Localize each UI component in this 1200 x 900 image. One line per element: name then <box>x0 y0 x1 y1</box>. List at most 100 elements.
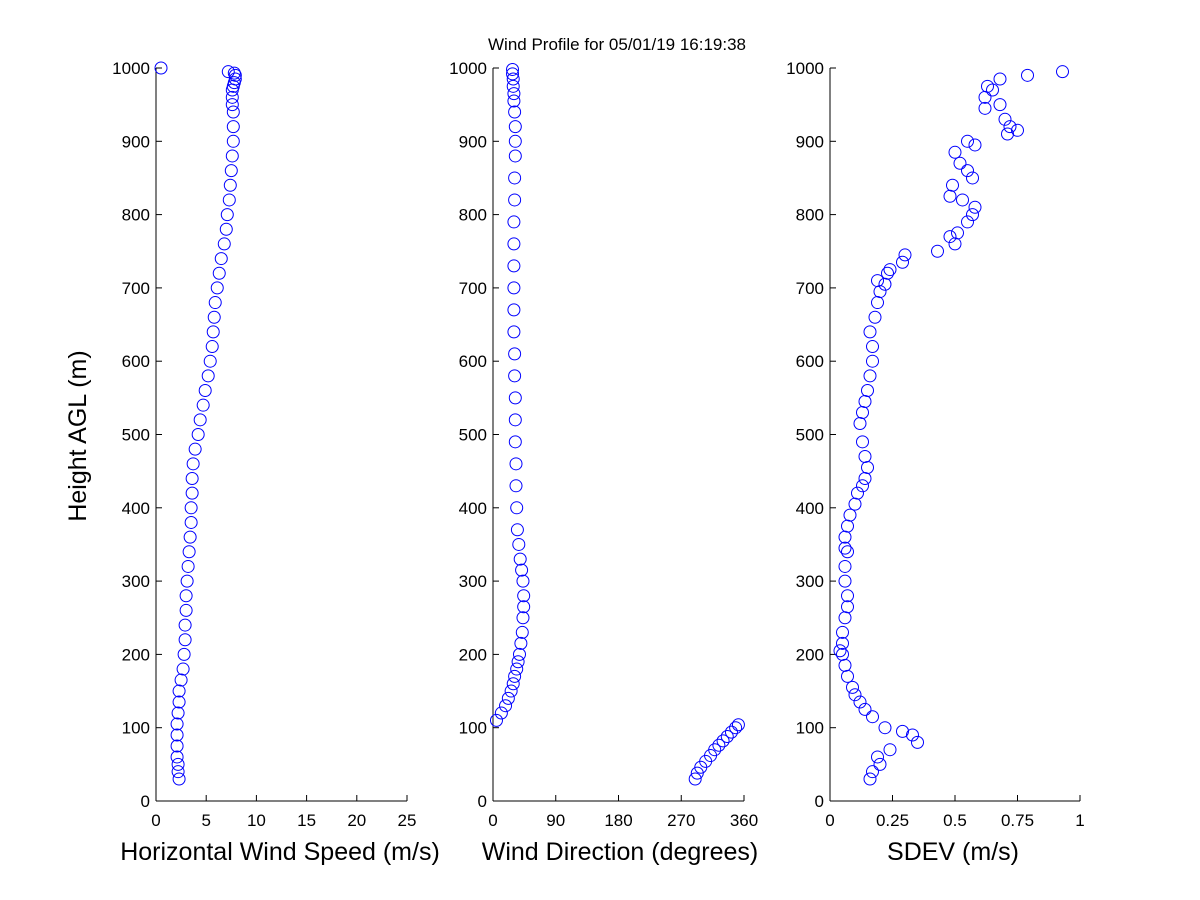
data-point <box>225 149 239 163</box>
y-tick-label: 700 <box>796 279 824 298</box>
data-point <box>946 178 959 192</box>
data-point <box>1021 68 1034 82</box>
data-point <box>170 750 184 764</box>
data-point <box>513 552 527 566</box>
data-point <box>508 413 522 427</box>
data-point <box>170 728 184 742</box>
y-tick-label: 400 <box>122 499 150 518</box>
data-point <box>951 226 964 240</box>
data-point <box>861 460 874 474</box>
data-point <box>1001 127 1014 141</box>
data-point <box>176 662 190 676</box>
data-point <box>223 178 237 192</box>
data-point <box>170 717 184 731</box>
x-tick-label: 0 <box>151 811 160 830</box>
data-point <box>708 743 722 757</box>
data-point <box>170 739 184 753</box>
data-point <box>838 658 852 672</box>
x-tick-label: 0 <box>825 811 834 830</box>
data-point <box>881 266 894 280</box>
data-point <box>896 255 909 269</box>
data-point <box>878 721 892 735</box>
x-tick-label: 20 <box>347 811 366 830</box>
data-point <box>993 98 1007 112</box>
y-tick-label: 900 <box>796 132 824 151</box>
data-point <box>178 633 192 647</box>
data-point <box>180 574 194 588</box>
data-point <box>171 765 185 779</box>
data-point <box>712 738 726 752</box>
data-point <box>221 65 235 79</box>
data-point <box>516 574 530 588</box>
data-point <box>507 325 521 339</box>
data-point <box>961 215 974 229</box>
data-point <box>966 171 979 185</box>
data-point <box>508 435 522 449</box>
data-point <box>906 728 919 742</box>
data-point <box>212 266 226 280</box>
data-point <box>836 647 849 661</box>
data-point <box>978 101 992 115</box>
data-point <box>179 589 193 603</box>
data-point <box>184 515 198 529</box>
data-point <box>220 208 234 222</box>
data-point <box>510 523 524 537</box>
data-point <box>863 325 877 339</box>
data-point <box>507 281 521 295</box>
data-point <box>511 655 525 669</box>
data-point <box>1011 123 1024 137</box>
data-point <box>724 725 738 739</box>
data-point <box>851 486 864 500</box>
data-point <box>185 471 199 485</box>
data-point <box>517 600 531 614</box>
data-point <box>966 208 979 222</box>
data-point <box>861 384 874 398</box>
data-point <box>201 369 215 383</box>
x-axis-label: Horizontal Wind Speed (m/s) <box>120 838 440 866</box>
data-point <box>506 79 520 93</box>
data-point <box>510 662 524 676</box>
data-point <box>508 347 522 361</box>
data-point <box>871 274 884 288</box>
data-point <box>716 734 730 748</box>
data-point <box>846 680 859 694</box>
data-point <box>1056 65 1069 79</box>
data-point <box>494 706 508 720</box>
x-tick-label: 0 <box>488 811 497 830</box>
y-tick-label: 300 <box>459 572 487 591</box>
data-point <box>508 669 522 683</box>
data-point <box>968 200 982 214</box>
y-tick-label: 600 <box>796 352 824 371</box>
data-point <box>866 710 879 724</box>
data-point <box>993 72 1007 86</box>
data-point <box>838 611 852 625</box>
data-point <box>196 398 210 412</box>
data-point <box>205 340 219 354</box>
data-point <box>858 449 872 463</box>
data-point <box>227 66 241 80</box>
data-point <box>183 530 197 544</box>
data-point <box>508 105 522 119</box>
data-point <box>871 750 884 764</box>
data-point <box>871 296 884 310</box>
data-point <box>841 600 854 614</box>
data-point <box>911 735 924 749</box>
data-point <box>217 237 231 251</box>
data-point <box>224 164 238 178</box>
data-point <box>226 120 240 134</box>
data-point <box>509 479 523 493</box>
data-point <box>188 442 202 456</box>
panel-2: 0 100 200 300 400 500 600 700 800 900 1000 0 90 180 27… <box>449 59 758 866</box>
data-point <box>506 67 520 81</box>
data-point <box>838 541 852 555</box>
x-tick-label: 180 <box>604 811 632 830</box>
data-point <box>856 406 869 420</box>
data-point <box>508 134 522 148</box>
x-tick-label: 1 <box>1075 811 1084 830</box>
x-axis-label: Wind Direction (degrees) <box>482 838 759 866</box>
data-point <box>981 79 994 93</box>
data-point <box>841 545 854 559</box>
data-point <box>1003 120 1017 134</box>
data-point <box>226 134 240 148</box>
